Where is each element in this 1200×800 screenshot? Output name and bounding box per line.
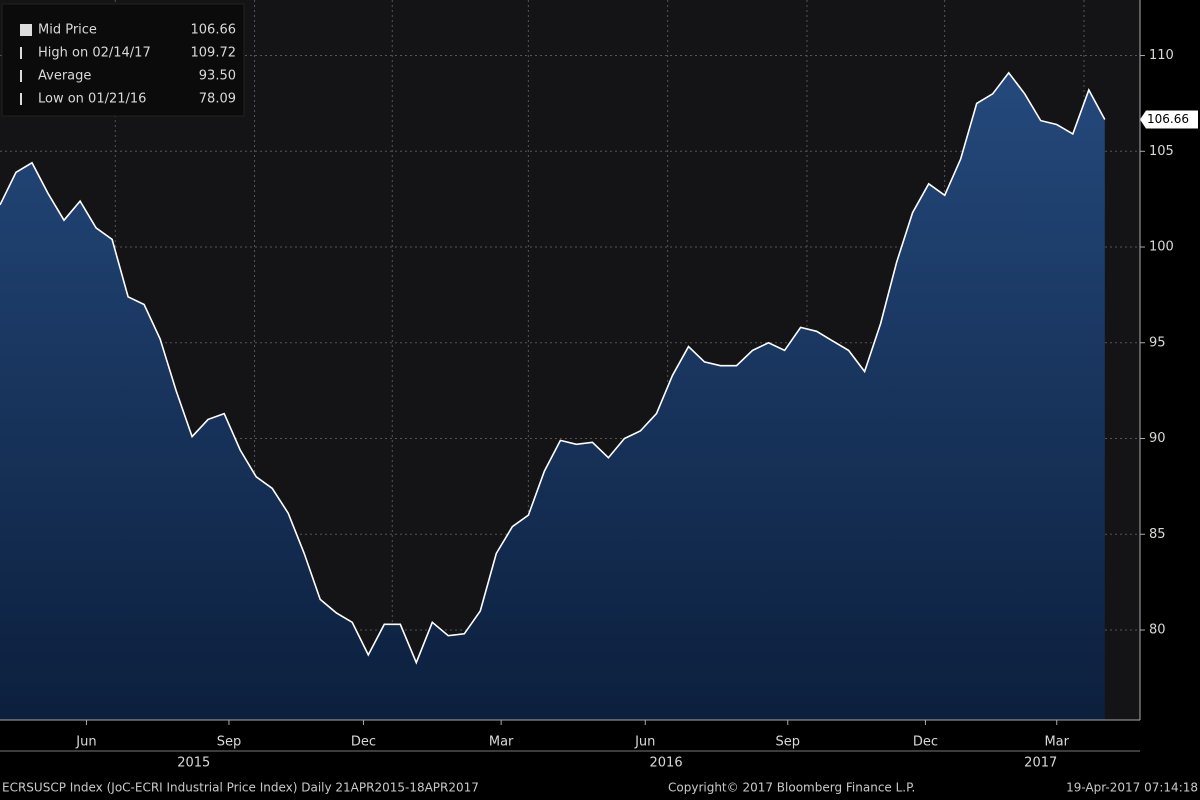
legend-icon <box>20 47 22 59</box>
x-tick-label: Jun <box>634 735 655 750</box>
legend-label: High on 02/14/17 <box>38 46 151 61</box>
legend-label: Average <box>38 69 91 84</box>
y-tick-label: 90 <box>1149 431 1166 446</box>
legend-box <box>1 3 245 117</box>
price-line <box>0 71 1106 665</box>
last-price-box <box>1140 110 1198 129</box>
y-tick-label: 80 <box>1149 623 1166 638</box>
x-tick-label: Dec <box>351 735 376 750</box>
footer-text: ECRSUSCP Index (JoC-ECRI Industrial Pric… <box>2 781 479 795</box>
legend-value: 93.50 <box>199 69 236 84</box>
legend-value: 78.09 <box>199 92 236 107</box>
area <box>0 72 1105 721</box>
legend: Mid Price 106.66 High on 02/14/17 109.72 Ave… <box>1 3 245 117</box>
y-tick-label: 95 <box>1149 335 1166 350</box>
legend-icon <box>20 93 22 105</box>
x-tick-label: Sep <box>217 735 242 750</box>
last-price-label: 106.66 <box>1147 112 1189 126</box>
year-label: 2017 <box>1024 756 1057 771</box>
x-tick-label: Mar <box>489 735 514 750</box>
y-tick-label: 110 <box>1149 48 1174 63</box>
year-label: 2016 <box>650 756 683 771</box>
legend-value: 109.72 <box>191 46 237 61</box>
year-label: 2015 <box>177 756 210 771</box>
y-tick-label: 105 <box>1149 144 1174 159</box>
x-tick-label: Mar <box>1044 735 1069 750</box>
legend-icon <box>20 24 32 36</box>
legend-icon <box>20 70 22 82</box>
legend-label: Mid Price <box>38 23 97 38</box>
footer-text: 19-Apr-2017 07:14:18 <box>1066 781 1198 795</box>
x-tick-label: Jun <box>75 735 96 750</box>
legend-value: 106.66 <box>191 23 237 38</box>
footer-text: Copyright© 2017 Bloomberg Finance L.P. <box>668 781 915 795</box>
y-tick-label: 100 <box>1149 240 1174 255</box>
legend-label: Low on 01/21/16 <box>38 92 146 107</box>
x-tick-label: Dec <box>913 735 938 750</box>
y-tick-label: 85 <box>1149 527 1166 542</box>
x-tick-label: Sep <box>775 735 800 750</box>
